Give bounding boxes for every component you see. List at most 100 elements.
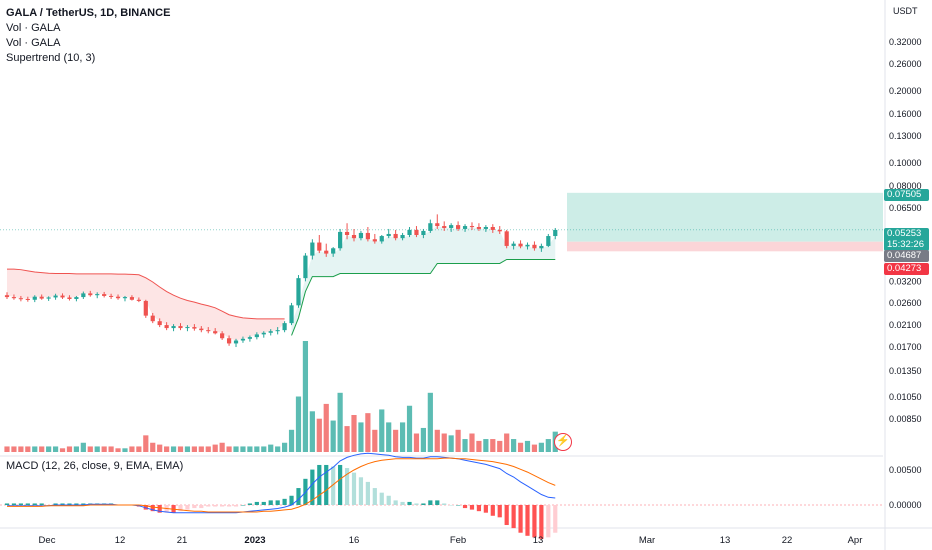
- volume-bar[interactable]: [261, 446, 267, 452]
- macd-histogram-bar[interactable]: [490, 505, 495, 516]
- volume-bar[interactable]: [448, 435, 454, 452]
- candle[interactable]: [525, 244, 530, 247]
- candle[interactable]: [490, 227, 495, 230]
- volume-bar[interactable]: [531, 444, 538, 452]
- macd-line[interactable]: [7, 452, 556, 514]
- macd-histogram-bar[interactable]: [317, 464, 322, 505]
- macd-histogram-bar[interactable]: [449, 505, 454, 506]
- candle[interactable]: [386, 233, 391, 237]
- macd-histogram-bar[interactable]: [4, 503, 10, 505]
- macd-histogram-bar[interactable]: [206, 505, 211, 507]
- volume-bar[interactable]: [101, 446, 107, 452]
- candle[interactable]: [511, 243, 516, 246]
- candle[interactable]: [289, 305, 294, 324]
- macd-histogram-bar[interactable]: [192, 505, 197, 509]
- macd-histogram-bar[interactable]: [199, 505, 204, 509]
- candle[interactable]: [518, 243, 523, 247]
- candle[interactable]: [171, 326, 176, 329]
- position-target-zone[interactable]: [567, 192, 883, 242]
- candle[interactable]: [317, 242, 322, 251]
- candle[interactable]: [46, 297, 51, 299]
- candle[interactable]: [372, 239, 377, 242]
- candle[interactable]: [400, 234, 405, 239]
- macd-histogram-bar[interactable]: [407, 501, 412, 505]
- candle[interactable]: [213, 331, 218, 334]
- candle[interactable]: [115, 296, 121, 299]
- volume-bar[interactable]: [420, 427, 426, 452]
- macd-histogram-bar[interactable]: [344, 468, 350, 505]
- candle[interactable]: [11, 297, 17, 299]
- volume-bar[interactable]: [129, 446, 135, 452]
- macd-histogram-bar[interactable]: [60, 503, 65, 505]
- macd-histogram-bar[interactable]: [539, 505, 544, 539]
- candle[interactable]: [275, 330, 280, 332]
- volume-bar[interactable]: [288, 429, 295, 452]
- macd-histogram-bar[interactable]: [18, 503, 23, 505]
- volume-bar[interactable]: [524, 440, 531, 452]
- candle[interactable]: [88, 293, 93, 296]
- candle[interactable]: [192, 327, 197, 329]
- volume-bar[interactable]: [233, 446, 239, 452]
- candle[interactable]: [220, 333, 225, 339]
- candle[interactable]: [365, 232, 370, 240]
- volume-bar[interactable]: [39, 446, 45, 452]
- macd-histogram-bar[interactable]: [331, 466, 336, 506]
- macd-histogram-bar[interactable]: [67, 503, 72, 505]
- macd-histogram-bar[interactable]: [504, 505, 509, 526]
- volume-bar[interactable]: [94, 446, 100, 452]
- candle[interactable]: [303, 255, 308, 279]
- macd-histogram-bar[interactable]: [497, 505, 502, 518]
- macd-histogram-bar[interactable]: [414, 503, 419, 505]
- volume-bar[interactable]: [32, 446, 38, 452]
- candle[interactable]: [143, 300, 148, 316]
- volume-bar[interactable]: [219, 442, 225, 452]
- volume-bar[interactable]: [517, 442, 524, 452]
- volume-bar[interactable]: [115, 448, 121, 452]
- candle[interactable]: [95, 294, 100, 296]
- volume-bar[interactable]: [136, 446, 142, 452]
- macd-histogram-bar[interactable]: [178, 505, 183, 512]
- volume-bar[interactable]: [25, 446, 31, 452]
- candle[interactable]: [435, 223, 440, 227]
- macd-histogram-bar[interactable]: [32, 503, 37, 505]
- indicator-supertrend[interactable]: Supertrend (10, 3): [6, 52, 96, 64]
- volume-bar[interactable]: [122, 448, 128, 452]
- volume-bar[interactable]: [150, 442, 156, 452]
- macd-histogram-bar[interactable]: [185, 505, 190, 510]
- volume-bar[interactable]: [302, 341, 309, 452]
- macd-histogram-bar[interactable]: [358, 477, 364, 505]
- volume-bar[interactable]: [212, 444, 218, 452]
- candle[interactable]: [32, 296, 37, 300]
- candle[interactable]: [67, 297, 72, 299]
- candle[interactable]: [497, 229, 502, 232]
- candle[interactable]: [150, 315, 155, 322]
- volume-bar[interactable]: [441, 433, 447, 453]
- volume-bar[interactable]: [52, 446, 59, 452]
- candle[interactable]: [456, 225, 461, 229]
- macd-histogram-bar[interactable]: [289, 495, 294, 505]
- macd-histogram-bar[interactable]: [511, 505, 516, 529]
- macd-histogram-bar[interactable]: [525, 505, 530, 536]
- candle[interactable]: [226, 338, 232, 344]
- volume-bar[interactable]: [80, 442, 86, 452]
- macd-histogram-bar[interactable]: [456, 505, 461, 506]
- volume-bar[interactable]: [73, 446, 79, 452]
- volume-bar[interactable]: [434, 429, 440, 452]
- macd-histogram-bar[interactable]: [233, 505, 239, 507]
- candle[interactable]: [254, 334, 259, 338]
- macd-histogram-bar[interactable]: [240, 505, 246, 506]
- candle[interactable]: [157, 321, 162, 326]
- volume-bar[interactable]: [316, 418, 322, 452]
- macd-histogram-bar[interactable]: [220, 505, 225, 507]
- volume-bar[interactable]: [309, 411, 315, 452]
- candle[interactable]: [282, 323, 287, 331]
- indicator-volume-2[interactable]: Vol · GALA: [6, 37, 61, 49]
- volume-bar[interactable]: [427, 392, 433, 452]
- candle[interactable]: [233, 340, 239, 344]
- volume-bar[interactable]: [469, 433, 475, 453]
- candle[interactable]: [39, 296, 44, 299]
- candle[interactable]: [185, 327, 190, 329]
- candle[interactable]: [324, 250, 329, 254]
- candle[interactable]: [546, 236, 551, 246]
